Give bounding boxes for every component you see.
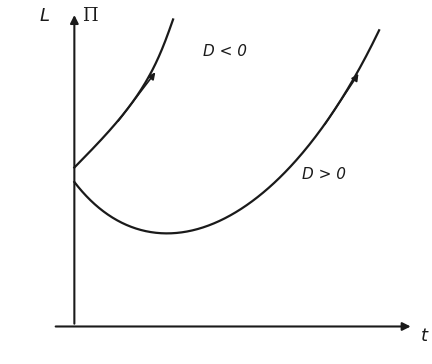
Text: Π: Π [82, 7, 97, 25]
Text: D < 0: D < 0 [203, 44, 247, 59]
Text: L: L [39, 7, 49, 25]
Text: t: t [421, 327, 428, 344]
Text: D > 0: D > 0 [302, 167, 346, 182]
